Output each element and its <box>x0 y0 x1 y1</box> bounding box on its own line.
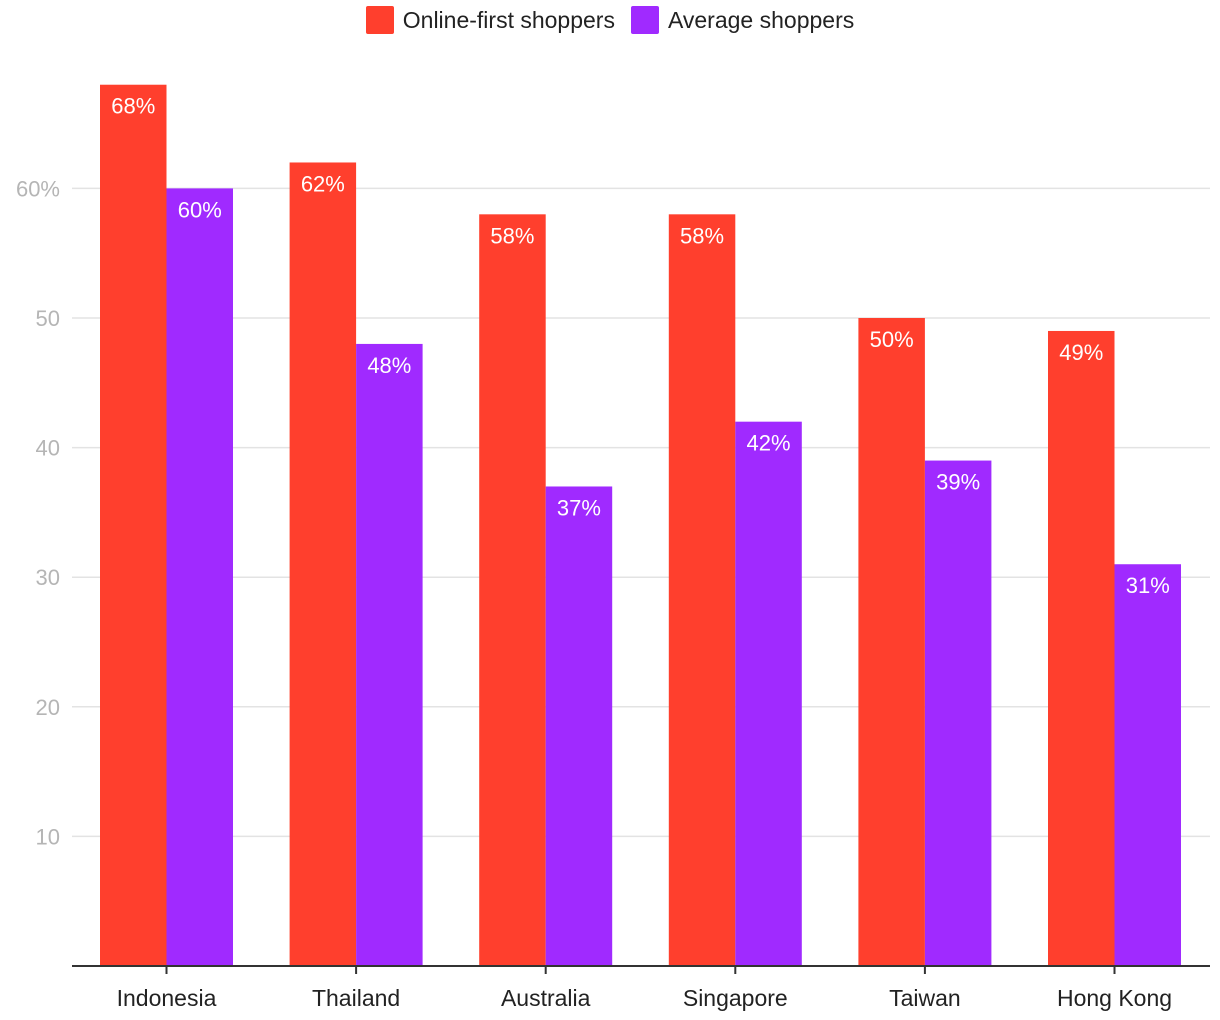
legend-swatch-online-first <box>365 6 394 34</box>
bar-online-first <box>1048 330 1115 967</box>
x-tick-label: Thailand <box>312 985 400 1011</box>
x-tick-label: Hong Kong <box>1057 985 1172 1011</box>
bar-online-first <box>858 318 925 966</box>
bar-online-first <box>100 84 167 967</box>
bar-average <box>166 188 233 966</box>
bar-value-label: 48% <box>367 353 411 378</box>
bars <box>100 84 1181 967</box>
grid-lines <box>72 187 1210 838</box>
bar-online-first <box>289 162 357 967</box>
bar-value-label: 60% <box>178 197 222 222</box>
y-tick-label: 50 <box>36 306 60 331</box>
bar-value-label: 42% <box>747 431 791 456</box>
bar-value-label: 50% <box>870 327 914 352</box>
bar-labels: 68% 60% 62% 48% 58% 37% 58% 42% 50% 39% 49% 31% <box>111 94 1170 599</box>
bar-online-first <box>668 214 736 966</box>
bar-online-first <box>479 214 546 966</box>
bar-value-label: 58% <box>680 223 724 248</box>
x-tick-label: Taiwan <box>889 985 961 1011</box>
y-tick-label: 10 <box>36 824 60 849</box>
bar-value-label: 37% <box>557 495 601 520</box>
legend-label-average: Average shoppers <box>667 6 855 33</box>
bar-average <box>545 486 613 966</box>
y-tick-label: 20 <box>36 695 60 720</box>
bar-average <box>924 460 992 966</box>
bar-value-label: 31% <box>1126 573 1170 598</box>
chart-legend: Online-first shoppers Average shoppers <box>0 6 1220 34</box>
x-tick-label: Australia <box>501 985 591 1011</box>
bar-value-label: 62% <box>301 171 345 196</box>
bar-value-label: 39% <box>936 470 980 495</box>
y-tick-label: 60% <box>16 176 60 201</box>
bar-average <box>735 421 802 966</box>
bar-value-label: 49% <box>1059 340 1103 365</box>
x-tick-label: Singapore <box>683 985 788 1011</box>
legend-swatch-average <box>630 6 659 34</box>
y-tick-label: 40 <box>36 436 60 461</box>
y-axis-ticks: 10 20 30 40 50 60% <box>16 176 60 849</box>
legend-item-online-first: Online-first shoppers <box>365 6 615 34</box>
bar-value-label: 58% <box>490 223 534 248</box>
bar-value-label: 68% <box>111 94 155 119</box>
x-tick-label: Indonesia <box>117 985 217 1011</box>
legend-label-online-first: Online-first shoppers <box>402 6 615 33</box>
bar-average <box>356 343 423 966</box>
bar-average <box>1114 564 1181 966</box>
legend-item-average: Average shoppers <box>630 6 855 34</box>
y-tick-label: 30 <box>36 565 60 590</box>
x-axis: Indonesia Thailand Australia Singapore Taiwa… <box>72 965 1210 1011</box>
